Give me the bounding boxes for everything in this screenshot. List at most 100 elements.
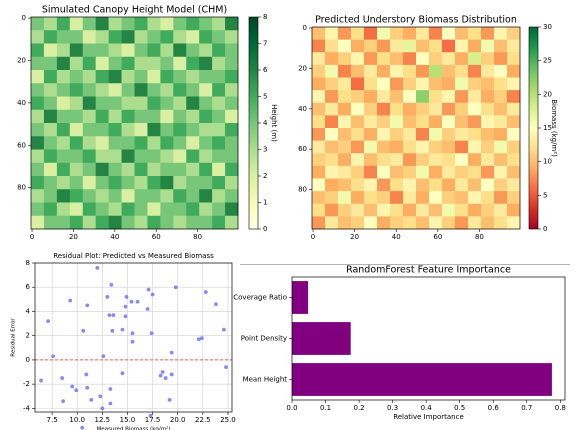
heatmap-cell — [225, 96, 239, 111]
heatmap-cell — [507, 178, 521, 192]
heatmap-cell — [108, 56, 122, 71]
heatmap-cell — [481, 191, 495, 205]
heatmap-cell — [186, 149, 200, 164]
heatmap-cell — [481, 153, 495, 167]
heatmap-cell — [442, 115, 456, 129]
x-tick-label: 20 — [350, 233, 359, 241]
heatmap-cell — [43, 149, 58, 164]
heatmap-cell — [325, 216, 339, 230]
y-tick-label: 0 — [22, 14, 26, 22]
heatmap-cell — [338, 153, 352, 167]
heatmap-cell — [95, 123, 109, 137]
heatmap-cell — [147, 56, 161, 71]
heatmap-cell — [121, 123, 135, 137]
heatmap-cell — [442, 140, 456, 154]
heatmap-cell — [403, 203, 417, 217]
x-tick-label: 0.1 — [320, 404, 331, 412]
point — [146, 287, 151, 292]
x-tick-label: 0.5 — [454, 404, 465, 412]
point — [68, 298, 73, 303]
heatmap-cell — [225, 109, 239, 124]
heatmap-cell — [225, 162, 239, 177]
heatmap-cell — [390, 115, 404, 129]
heatmap-cell — [416, 165, 430, 179]
heatmap-cell — [416, 77, 430, 91]
x-tick-label: 20.0 — [170, 416, 186, 424]
y-tick-label: 80 — [17, 184, 26, 192]
heatmap-cell — [403, 102, 417, 116]
heatmap-cell — [82, 96, 96, 111]
heatmap-cell — [442, 128, 456, 141]
heatmap-cell — [82, 176, 96, 190]
point — [199, 336, 204, 341]
heatmap-cell — [56, 109, 71, 124]
y-tick-label: 60 — [298, 145, 307, 153]
heatmap-cell — [69, 109, 84, 124]
heatmap-cell — [377, 27, 391, 40]
heatmap-cell — [481, 178, 495, 192]
heatmap-cell — [416, 128, 430, 141]
heatmap-cell — [364, 165, 378, 179]
heatmap-cell — [455, 64, 469, 78]
heatmap-cell — [416, 64, 430, 78]
heatmap-cell — [390, 191, 404, 205]
heatmap-cell — [468, 153, 482, 167]
heatmap-cell — [212, 17, 226, 31]
heatmap-cell — [95, 202, 109, 217]
heatmap-cell — [69, 56, 84, 71]
heatmap-cell — [69, 189, 84, 203]
chart-title: Residual Plot: Predicted vs Measured Bio… — [53, 252, 214, 260]
heatmap-cell — [173, 83, 187, 97]
heatmap-cell — [390, 77, 404, 91]
heatmap-cell — [429, 191, 443, 205]
heatmap-cell — [82, 70, 96, 84]
heatmap-cell — [455, 115, 469, 129]
heatmap-cell — [147, 123, 161, 137]
heatmap-cell — [468, 102, 482, 116]
heatmap-cell — [442, 64, 456, 78]
heatmap-cell — [416, 178, 430, 192]
point — [148, 413, 153, 418]
heatmap-cell — [134, 96, 148, 111]
point — [214, 302, 218, 307]
heatmap-cell — [442, 153, 456, 167]
heatmap-cell — [134, 109, 148, 124]
heatmap-cell — [225, 215, 239, 230]
heatmap-cell — [56, 123, 71, 137]
colorbar-label: Biomass (kg/m²) — [550, 99, 558, 157]
point — [158, 373, 163, 378]
heatmap-cell — [338, 216, 352, 230]
heatmap-cell — [390, 178, 404, 192]
heatmap-cell — [121, 96, 135, 111]
heatmap-cell — [199, 136, 213, 150]
heatmap-cell — [507, 140, 521, 154]
heatmap-cell — [390, 52, 404, 66]
heatmap-cell — [173, 202, 187, 217]
heatmap-cell — [69, 70, 84, 84]
heatmap-cell — [312, 178, 326, 192]
heatmap-cell — [173, 43, 187, 58]
heatmap-cell — [31, 70, 45, 84]
heatmap-cell — [147, 96, 161, 111]
colorbar — [248, 16, 259, 230]
heatmap-cell — [312, 52, 326, 66]
y-tick-label: Coverage Ratio — [233, 294, 287, 302]
point — [163, 376, 168, 380]
point — [89, 397, 94, 402]
heatmap-cell — [160, 56, 174, 71]
heatmap-cell — [134, 136, 148, 150]
x-axis-label: Relative Importance — [393, 413, 464, 421]
heatmap-cell — [43, 136, 58, 150]
x-tick-label: 0.7 — [521, 404, 532, 412]
heatmap-cell — [173, 17, 187, 31]
heatmap-cell — [351, 115, 365, 129]
heatmap-cell — [403, 140, 417, 154]
heatmap-cell — [43, 83, 58, 97]
heatmap-cell — [416, 191, 430, 205]
heatmap-cell — [82, 162, 96, 177]
heatmap-cell — [351, 153, 365, 167]
heatmap-cell — [212, 43, 226, 58]
heatmap-cell — [403, 90, 417, 104]
heatmap-cell — [338, 115, 352, 129]
